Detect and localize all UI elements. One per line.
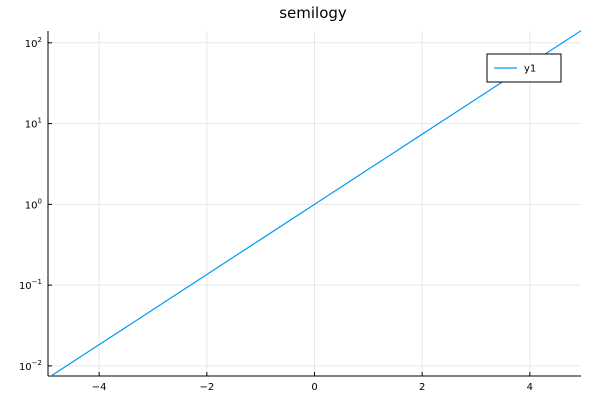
legend: y1 — [486, 53, 562, 83]
series-layer — [49, 29, 581, 376]
y-tick-base: 10 — [25, 120, 38, 131]
x-tick-label: 2 — [419, 382, 425, 393]
x-tick-label: −4 — [92, 382, 107, 393]
y-tick-exponent: −2 — [32, 359, 42, 367]
y-tick-exponent: 2 — [38, 36, 42, 44]
y-tick-label: 10−2 — [19, 359, 42, 373]
axes — [47, 31, 581, 377]
y-tick-base: 10 — [19, 362, 32, 373]
gridlines — [48, 31, 581, 376]
y-tick-exponent: −1 — [32, 278, 42, 286]
legend-label: y1 — [524, 64, 536, 75]
x-tick-label: 4 — [527, 382, 533, 393]
series-line-y1 — [49, 29, 581, 376]
y-tick-label: 100 — [25, 197, 42, 211]
y-tick-base: 10 — [25, 200, 38, 211]
y-tick-label: 101 — [25, 117, 42, 131]
x-tick-label: −2 — [199, 382, 214, 393]
y-tick-base: 10 — [19, 281, 32, 292]
y-tick-label: 10−1 — [19, 278, 42, 292]
y-tick-base: 10 — [25, 39, 38, 50]
x-tick-label: 0 — [311, 382, 317, 393]
chart-title: semilogy — [279, 4, 347, 22]
y-tick-exponent: 0 — [38, 197, 42, 205]
y-tick-exponent: 1 — [38, 117, 42, 125]
y-tick-label: 102 — [25, 36, 42, 50]
